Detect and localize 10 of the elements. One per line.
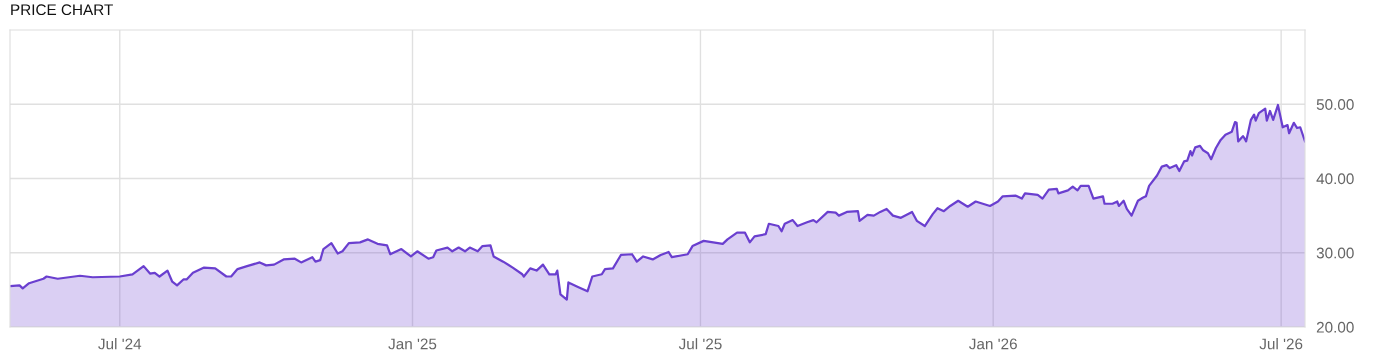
x-tick-label: Jul '26 [1259,338,1303,350]
x-tick-label: Jan '25 [388,338,437,350]
x-tick-label: Jul '24 [98,338,142,350]
y-tick-label: 50.00 [1316,99,1354,110]
x-tick-label: Jan '26 [969,338,1017,350]
y-tick-label: 30.00 [1316,247,1354,259]
chart-title: PRICE CHART [11,4,113,16]
y-tick-label: 20.00 [1316,321,1354,333]
y-tick-label: 40.00 [1316,173,1354,185]
x-tick-label: Jul '25 [678,338,722,350]
